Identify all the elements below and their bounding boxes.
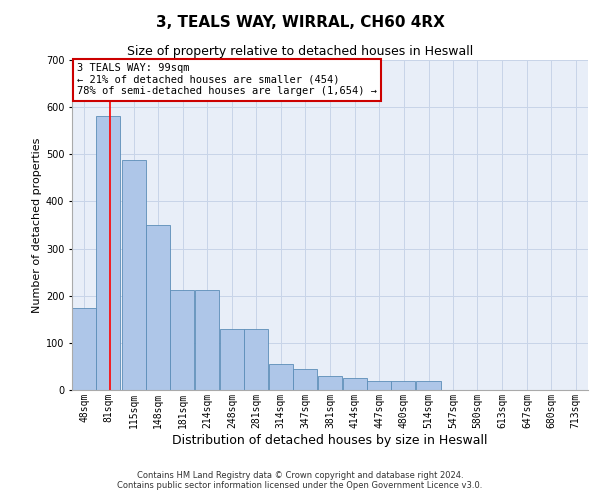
Bar [195, 290, 219, 390]
Text: Size of property relative to detached houses in Heswall: Size of property relative to detached ho… [127, 45, 473, 58]
Bar [170, 290, 194, 390]
Bar [416, 380, 440, 390]
Bar [244, 328, 268, 390]
Bar [367, 380, 391, 390]
Bar [146, 225, 170, 390]
Bar [97, 116, 121, 390]
Bar [269, 364, 293, 390]
Text: 3 TEALS WAY: 99sqm
← 21% of detached houses are smaller (454)
78% of semi-detach: 3 TEALS WAY: 99sqm ← 21% of detached hou… [77, 64, 377, 96]
Text: Contains HM Land Registry data © Crown copyright and database right 2024.
Contai: Contains HM Land Registry data © Crown c… [118, 470, 482, 490]
Bar [122, 160, 146, 390]
Bar [72, 308, 96, 390]
Y-axis label: Number of detached properties: Number of detached properties [32, 138, 41, 312]
Bar [220, 328, 244, 390]
Text: 3, TEALS WAY, WIRRAL, CH60 4RX: 3, TEALS WAY, WIRRAL, CH60 4RX [155, 15, 445, 30]
Bar [343, 378, 367, 390]
Bar [293, 369, 317, 390]
Bar [318, 376, 342, 390]
X-axis label: Distribution of detached houses by size in Heswall: Distribution of detached houses by size … [172, 434, 488, 446]
Bar [391, 380, 415, 390]
